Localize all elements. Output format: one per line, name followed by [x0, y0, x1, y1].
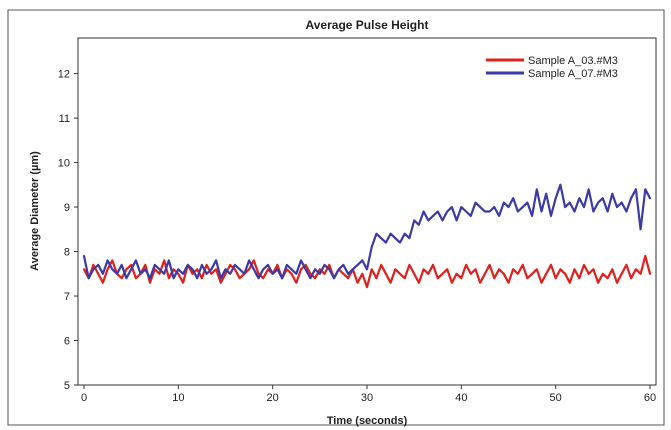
axis-ticks: 0 10 20 30 40 50 60 5 6 7 8 9 10 11 12 [58, 69, 656, 404]
series-line-2 [82, 183, 652, 280]
x-tick-label: 30 [361, 392, 373, 404]
x-tick-label: 40 [455, 392, 467, 404]
plot-area [77, 37, 657, 386]
y-tick-label: 5 [64, 380, 70, 392]
series-lines [82, 183, 652, 289]
y-tick-label: 11 [59, 113, 70, 125]
legend-label-1: Sample A_03.#M3 [528, 55, 618, 67]
y-tick-label: 12 [58, 69, 70, 81]
chart-title: Average Pulse Height [306, 18, 429, 32]
x-tick-label: 0 [81, 392, 87, 404]
y-tick-label: 8 [64, 247, 70, 259]
y-tick-label: 9 [64, 202, 70, 214]
x-tick-label: 20 [267, 392, 279, 404]
legend-label-2: Sample A_07.#M3 [528, 68, 618, 80]
y-tick-label: 10 [58, 158, 70, 170]
x-tick-label: 10 [172, 392, 184, 404]
x-tick-label: 50 [550, 392, 562, 404]
y-tick-label: 7 [64, 291, 70, 303]
series-line-1 [82, 254, 652, 289]
x-tick-label: 60 [644, 392, 656, 404]
x-axis-label: Time (seconds) [327, 415, 408, 427]
y-axis-label: Average Diameter (µm) [29, 151, 41, 271]
y-tick-label: 6 [64, 336, 70, 348]
